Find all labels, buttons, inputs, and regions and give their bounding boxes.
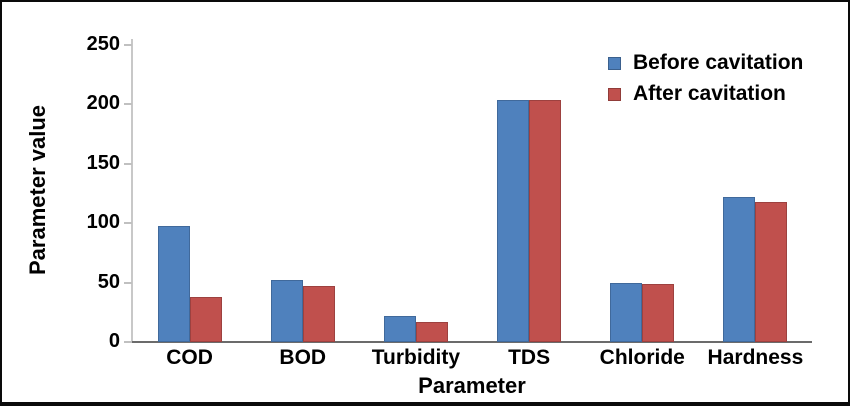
y-tick-mark (124, 281, 132, 284)
y-tick-mark (124, 103, 132, 106)
category-label-bod: BOD (279, 346, 327, 369)
y-tick-mark (124, 222, 132, 225)
x-axis-line (125, 341, 812, 343)
y-tick-label: 50 (97, 270, 120, 293)
y-tick-label: 150 (86, 151, 120, 174)
bar-chloride-before (610, 282, 643, 342)
legend-label: Before cavitation (633, 51, 804, 74)
bar-tds-before (497, 99, 530, 342)
bar-bod-before (270, 280, 303, 342)
bar-bod-after (302, 286, 335, 342)
category-label-hardness: Hardness (707, 346, 804, 369)
bar-tds-after (529, 99, 562, 342)
x-axis-title: Parameter (418, 373, 526, 398)
y-tick-label: 250 (86, 33, 120, 56)
y-axis-title: Parameter value (25, 105, 50, 275)
y-tick-label: 0 (108, 330, 120, 353)
bar-chloride-after (642, 283, 675, 342)
bar-hardness-after (755, 201, 788, 342)
legend-swatch-icon (608, 56, 621, 70)
category-label-chloride: Chloride (599, 346, 685, 369)
bar-cod-after (189, 296, 222, 342)
legend-label: After cavitation (633, 82, 786, 105)
bar-cod-before (157, 225, 190, 342)
legend-item-after: After cavitation (608, 82, 803, 105)
bar-turbidity-after (415, 321, 448, 342)
y-tick-mark (124, 162, 132, 165)
y-axis-line (131, 39, 133, 342)
legend: Before cavitation After cavitation (608, 51, 804, 105)
category-label-tds: TDS (508, 346, 551, 369)
y-tick-label: 200 (86, 92, 120, 115)
category-label-turbidity: Turbidity (371, 346, 461, 369)
y-tick-mark (124, 341, 132, 343)
y-tick-mark (124, 44, 132, 46)
legend-item-before: Before cavitation (608, 51, 804, 74)
category-label-cod: COD (166, 346, 213, 369)
bar-turbidity-before (383, 315, 416, 342)
legend-swatch-icon (608, 87, 621, 101)
bar-hardness-before (723, 197, 756, 342)
y-tick-label: 100 (86, 211, 120, 234)
